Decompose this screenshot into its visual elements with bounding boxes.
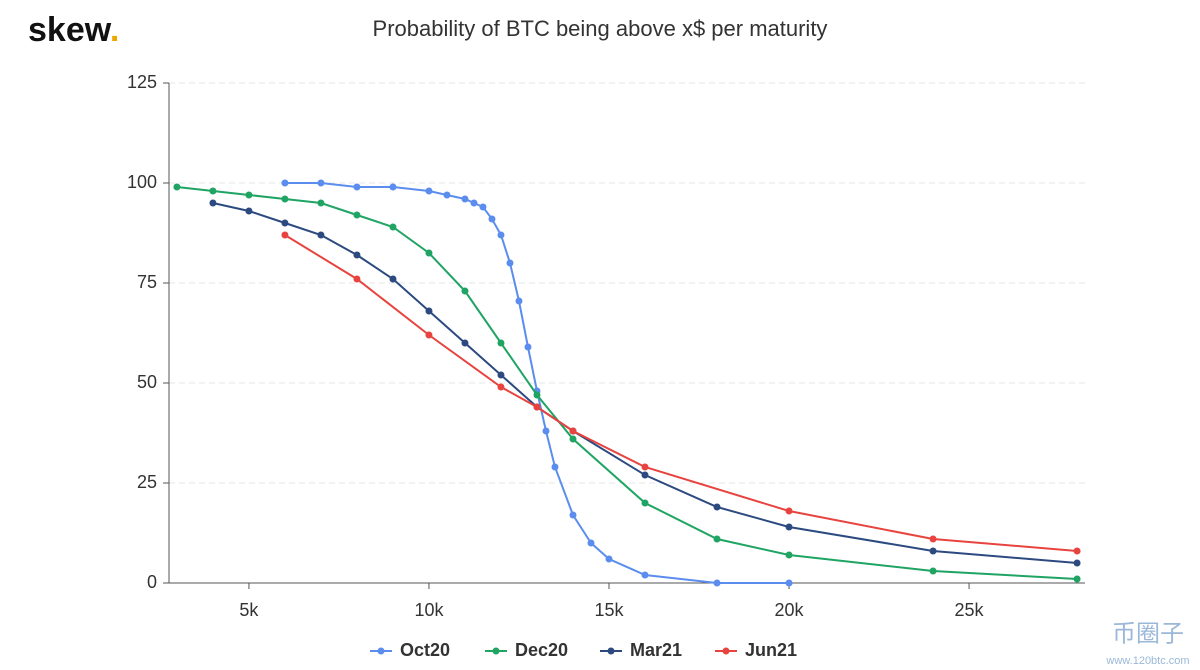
data-point bbox=[497, 339, 505, 347]
legend-label: Oct20 bbox=[400, 640, 450, 660]
legend-marker bbox=[607, 647, 615, 655]
data-point bbox=[524, 343, 532, 351]
data-point bbox=[713, 503, 721, 511]
data-point bbox=[425, 307, 433, 315]
data-point bbox=[353, 275, 361, 283]
logo: skew. bbox=[28, 11, 119, 49]
y-tick-label: 50 bbox=[137, 372, 157, 392]
data-point bbox=[479, 203, 487, 211]
data-point bbox=[281, 231, 289, 239]
data-point bbox=[470, 199, 478, 207]
x-tick-label: 25k bbox=[955, 600, 985, 620]
data-point bbox=[389, 275, 397, 283]
data-point bbox=[569, 511, 577, 519]
data-point bbox=[497, 371, 505, 379]
data-point bbox=[209, 187, 217, 195]
data-point bbox=[281, 179, 289, 187]
data-point bbox=[245, 191, 253, 199]
data-point bbox=[569, 427, 577, 435]
data-point bbox=[713, 579, 721, 587]
data-point bbox=[533, 403, 541, 411]
data-point bbox=[173, 183, 181, 191]
data-point bbox=[317, 199, 325, 207]
data-point bbox=[713, 535, 721, 543]
watermark-text: 币圈子 bbox=[1112, 620, 1184, 647]
data-point bbox=[551, 463, 559, 471]
data-point bbox=[587, 539, 595, 547]
y-tick-label: 100 bbox=[127, 172, 157, 192]
data-point bbox=[317, 231, 325, 239]
data-point bbox=[929, 535, 937, 543]
data-point bbox=[425, 331, 433, 339]
data-point bbox=[569, 435, 577, 443]
series-line bbox=[212, 202, 1078, 564]
data-point bbox=[389, 183, 397, 191]
data-point bbox=[317, 179, 325, 187]
y-tick-label: 0 bbox=[147, 572, 157, 592]
data-point bbox=[506, 259, 514, 267]
data-point bbox=[1073, 547, 1081, 555]
data-point bbox=[1073, 559, 1081, 567]
data-point bbox=[353, 183, 361, 191]
data-point bbox=[533, 391, 541, 399]
data-point bbox=[785, 579, 793, 587]
y-tick-label: 75 bbox=[137, 272, 157, 292]
y-tick-label: 125 bbox=[127, 72, 157, 92]
legend-label: Dec20 bbox=[515, 640, 568, 660]
data-point bbox=[425, 249, 433, 257]
y-tick-label: 25 bbox=[137, 472, 157, 492]
data-point bbox=[353, 211, 361, 219]
data-point bbox=[641, 471, 649, 479]
series-line bbox=[284, 234, 1078, 552]
watermark-url: www.120btc.com bbox=[1105, 655, 1189, 667]
legend-label: Jun21 bbox=[745, 640, 797, 660]
x-tick-label: 5k bbox=[239, 600, 259, 620]
x-tick-label: 15k bbox=[594, 600, 624, 620]
legend-marker bbox=[377, 647, 385, 655]
data-point bbox=[209, 199, 217, 207]
data-point bbox=[488, 215, 496, 223]
x-tick-label: 20k bbox=[775, 600, 805, 620]
x-tick-label: 10k bbox=[414, 600, 444, 620]
data-point bbox=[605, 555, 613, 563]
chart-title: Probability of BTC being above x$ per ma… bbox=[373, 16, 828, 41]
data-point bbox=[1073, 575, 1081, 583]
data-point bbox=[515, 297, 523, 305]
data-point bbox=[389, 223, 397, 231]
data-point bbox=[461, 339, 469, 347]
data-point bbox=[461, 195, 469, 203]
data-point bbox=[497, 231, 505, 239]
logo-text: skew bbox=[28, 11, 112, 49]
data-point bbox=[281, 195, 289, 203]
data-point bbox=[425, 187, 433, 195]
logo-dot: . bbox=[110, 11, 119, 49]
data-point bbox=[785, 507, 793, 515]
data-point bbox=[443, 191, 451, 199]
data-point bbox=[542, 427, 550, 435]
legend-marker bbox=[492, 647, 500, 655]
data-point bbox=[641, 499, 649, 507]
data-point bbox=[785, 551, 793, 559]
data-point bbox=[641, 571, 649, 579]
data-point bbox=[281, 219, 289, 227]
data-point bbox=[641, 463, 649, 471]
data-point bbox=[497, 383, 505, 391]
legend-marker bbox=[722, 647, 730, 655]
data-point bbox=[929, 547, 937, 555]
data-point bbox=[353, 251, 361, 259]
data-point bbox=[929, 567, 937, 575]
data-point bbox=[785, 523, 793, 531]
data-point bbox=[245, 207, 253, 215]
legend-label: Mar21 bbox=[630, 640, 682, 660]
data-point bbox=[461, 287, 469, 295]
